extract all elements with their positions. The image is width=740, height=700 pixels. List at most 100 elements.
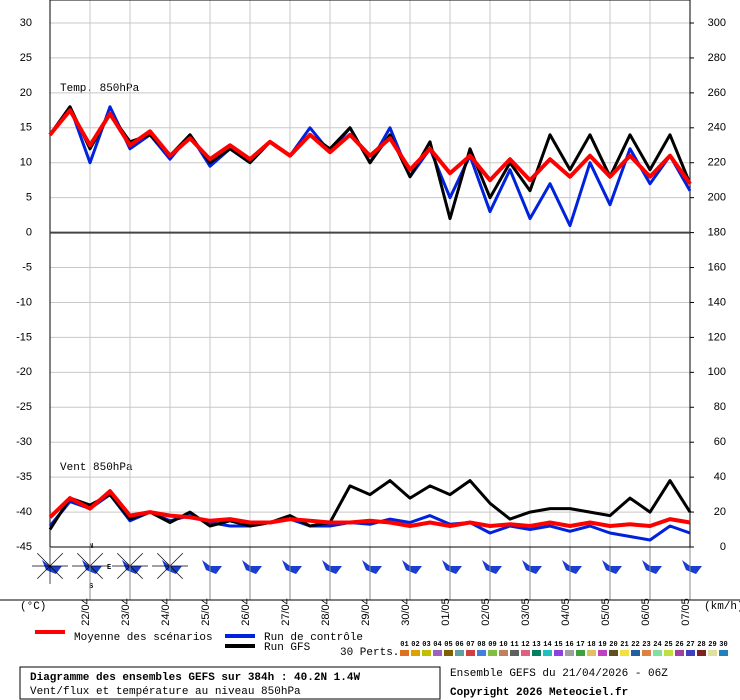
- perturbation-swatch: [554, 650, 563, 656]
- perturbation-swatch: [455, 650, 464, 656]
- y-tick-label: -35: [16, 471, 32, 483]
- wind-rose: [282, 560, 302, 574]
- perturbation-number: 03: [422, 641, 430, 649]
- perturbation-swatch: [444, 650, 453, 656]
- panel-label: Temp. 850hPa: [60, 83, 140, 95]
- perturbation-number: 14: [543, 641, 551, 649]
- y-tick-label: -15: [16, 331, 32, 343]
- y-tick-label: 5: [26, 192, 32, 204]
- wind-rose: [322, 560, 342, 574]
- perturbation-swatch: [576, 650, 585, 656]
- perturbation-swatch: [499, 650, 508, 656]
- y2-tick-label: 180: [708, 227, 726, 239]
- perturbation-swatch: [719, 650, 728, 656]
- perturbation-swatch: [587, 650, 596, 656]
- y-tick-label: 25: [20, 52, 32, 64]
- series-line: [48, 489, 691, 528]
- wind-rose: [202, 560, 222, 574]
- y2-tick-label: 220: [708, 157, 726, 169]
- x-tick-label: 25/04: [200, 598, 212, 626]
- y2-tick-label: 80: [714, 401, 726, 413]
- y-tick-label: -10: [16, 296, 32, 308]
- y2-tick-label: 240: [708, 122, 726, 134]
- perturbation-swatch: [653, 650, 662, 656]
- y2-tick-label: 160: [708, 261, 726, 273]
- perturbation-number: 17: [576, 641, 584, 649]
- perturbation-swatch: [565, 650, 574, 656]
- y2-axis-label: (km/h): [704, 601, 740, 613]
- perturbation-number: 08: [477, 641, 485, 649]
- y-axis-label: (°C): [20, 601, 46, 613]
- series-line: [48, 108, 692, 185]
- perturbation-number: 20: [609, 641, 617, 649]
- perturbation-number: 06: [455, 641, 463, 649]
- perturbation-swatch: [620, 650, 629, 656]
- y-tick-label: -40: [16, 506, 32, 518]
- perturbation-number: 27: [686, 641, 694, 649]
- perturbation-number: 25: [664, 641, 672, 649]
- wind-rose: [402, 560, 422, 574]
- y2-tick-label: 20: [714, 506, 726, 518]
- perturbation-swatch: [598, 650, 607, 656]
- perturbation-swatch: [686, 650, 695, 656]
- perturbation-label: 30 Perts.: [340, 647, 399, 659]
- perturbation-number: 28: [697, 641, 705, 649]
- perturbation-number: 15: [554, 641, 562, 649]
- y-tick-label: 10: [20, 157, 32, 169]
- legend-label: Run de contrôle: [264, 632, 363, 644]
- perturbation-swatch: [708, 650, 717, 656]
- x-tick-label: 04/05: [560, 598, 572, 626]
- perturbation-swatch: [422, 650, 431, 656]
- x-tick-label: 26/04: [240, 598, 252, 626]
- footer-run: Ensemble GEFS du 21/04/2026 - 06Z: [450, 668, 668, 680]
- x-tick-label: 05/05: [600, 598, 612, 626]
- x-tick-label: 02/05: [480, 598, 492, 626]
- wind-rose: [682, 560, 702, 574]
- y-tick-label: -45: [16, 541, 32, 553]
- perturbation-swatch: [675, 650, 684, 656]
- x-tick-label: 27/04: [280, 598, 292, 626]
- wind-rose: [642, 560, 662, 574]
- compass-label: E: [107, 564, 111, 572]
- wind-rose: [42, 560, 62, 574]
- perturbation-swatch: [631, 650, 640, 656]
- footer-box: [19, 666, 441, 700]
- wind-rose: [122, 560, 142, 574]
- footer-title: Diagramme des ensembles GEFS sur 384h : …: [30, 672, 360, 684]
- perturbation-number: 19: [598, 641, 606, 649]
- perturbation-number: 04: [433, 641, 441, 649]
- y-tick-label: -20: [16, 366, 32, 378]
- wind-rose: [362, 560, 382, 574]
- y-tick-label: 30: [20, 17, 32, 29]
- wind-rose: [602, 560, 622, 574]
- perturbation-swatch: [532, 650, 541, 656]
- y-tick-label: 0: [26, 227, 32, 239]
- rose-axis: [37, 553, 63, 579]
- y-tick-label: -30: [16, 436, 32, 448]
- perturbation-swatch: [609, 650, 618, 656]
- x-tick-label: 06/05: [640, 598, 652, 626]
- compass-label: S: [89, 583, 93, 591]
- perturbation-number: 11: [510, 641, 518, 649]
- perturbation-swatch: [488, 650, 497, 656]
- footer-copyright: Copyright 2026 Meteociel.fr: [450, 687, 628, 699]
- x-tick-label: 23/04: [120, 598, 132, 626]
- wind-rose: [442, 560, 462, 574]
- perturbation-number: 12: [521, 641, 529, 649]
- y2-tick-label: 260: [708, 87, 726, 99]
- perturbation-swatch: [411, 650, 420, 656]
- perturbation-number: 10: [499, 641, 507, 649]
- wind-roses: [32, 548, 702, 584]
- x-tick-label: 07/05: [680, 598, 692, 626]
- y-tick-label: -5: [22, 261, 32, 273]
- wind-rose: [522, 560, 542, 574]
- perturbation-number: 30: [719, 641, 727, 649]
- y2-tick-label: 300: [708, 17, 726, 29]
- perturbation-swatch: [697, 650, 706, 656]
- perturbation-number: 05: [444, 641, 452, 649]
- perturbation-number: 13: [532, 641, 540, 649]
- perturbation-number: 07: [466, 641, 474, 649]
- y-tick-label: 20: [20, 87, 32, 99]
- perturbation-number: 26: [675, 641, 683, 649]
- plot-frame: [49, 0, 691, 548]
